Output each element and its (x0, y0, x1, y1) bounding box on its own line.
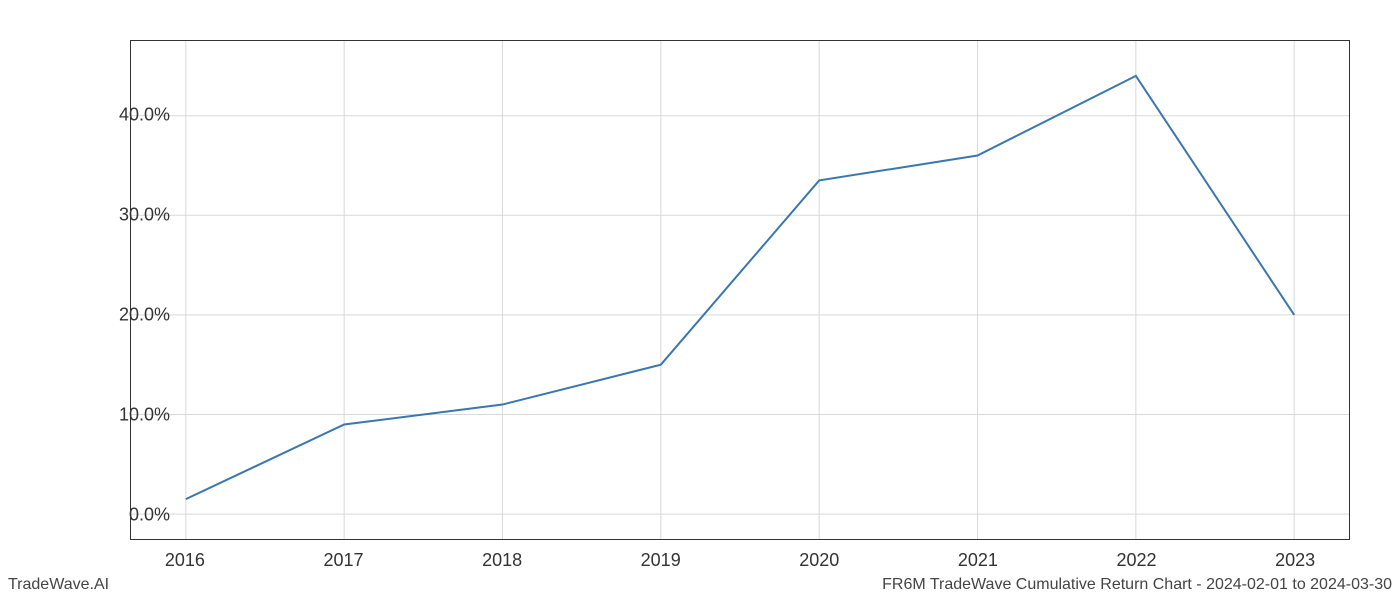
line-chart-svg (131, 41, 1349, 539)
footer-brand: TradeWave.AI (8, 576, 109, 594)
y-tick-label: 10.0% (90, 405, 170, 426)
y-tick-label: 0.0% (90, 505, 170, 526)
x-tick-label: 2018 (482, 550, 522, 571)
y-tick-label: 20.0% (90, 305, 170, 326)
x-tick-label: 2021 (958, 550, 998, 571)
x-tick-label: 2022 (1116, 550, 1156, 571)
x-tick-label: 2016 (165, 550, 205, 571)
x-tick-label: 2017 (323, 550, 363, 571)
footer-caption: FR6M TradeWave Cumulative Return Chart -… (882, 576, 1392, 594)
y-tick-label: 30.0% (90, 205, 170, 226)
return-line (186, 76, 1294, 499)
y-tick-label: 40.0% (90, 105, 170, 126)
x-tick-label: 2020 (799, 550, 839, 571)
plot-area (130, 40, 1350, 540)
chart-container (130, 40, 1350, 540)
x-tick-label: 2023 (1275, 550, 1315, 571)
x-tick-label: 2019 (641, 550, 681, 571)
